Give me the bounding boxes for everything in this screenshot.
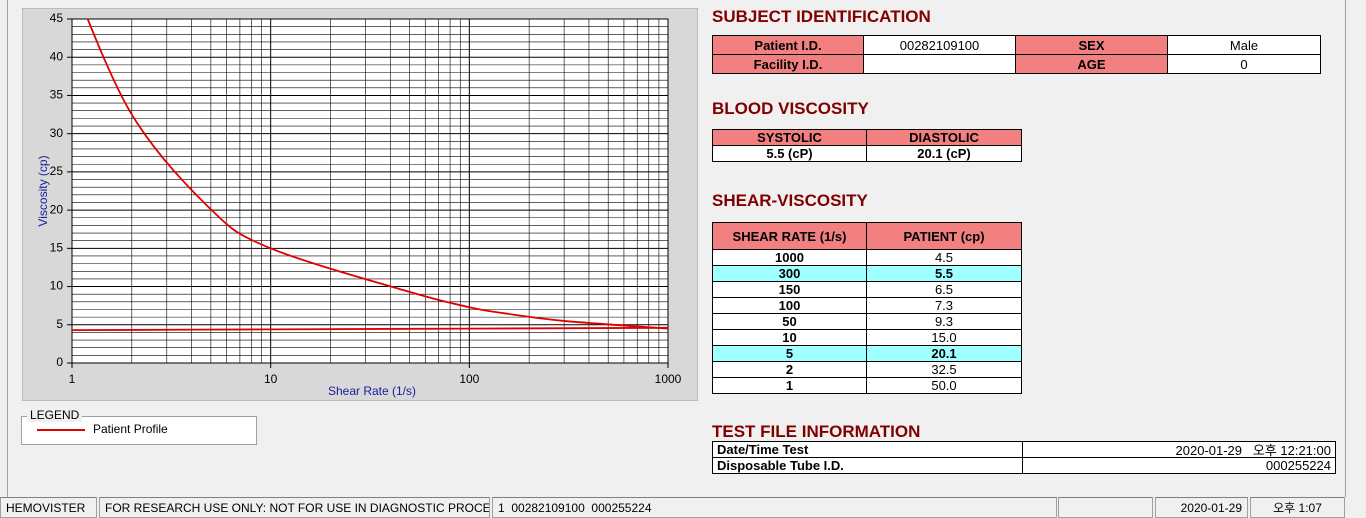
section-title: BLOOD VISCOSITY <box>712 99 869 118</box>
table-cell: 5.5 <box>866 265 1022 282</box>
table-cell: 5 <box>712 345 867 362</box>
y-tick-label: 20 <box>50 202 64 216</box>
field-value: 000255224 <box>1022 457 1336 474</box>
legend-title: LEGEND <box>27 408 83 422</box>
field-value: 00282109100 <box>863 35 1016 55</box>
x-tick-label: 1 <box>69 372 76 386</box>
grid <box>71 18 669 364</box>
section-title: SUBJECT IDENTIFICATION <box>712 7 931 26</box>
table-cell: 20.1 <box>866 345 1022 362</box>
data-line <box>72 326 668 332</box>
column-header: DIASTOLIC <box>866 129 1022 146</box>
y-tick-label: 0 <box>56 355 63 369</box>
chart: Shear Rate (1/s) Viscosity (cp) 0 5 10 15 20… <box>22 8 698 401</box>
field-label: Disposable Tube I.D. <box>712 457 1023 474</box>
table-cell: 50 <box>712 313 867 330</box>
legend-label: Patient Profile <box>93 422 168 436</box>
field-value: 2020-01-29 오후 12:21:00 <box>1022 441 1336 458</box>
status-segment: 오후 1:07 <box>1250 497 1345 518</box>
field-value: 0 <box>1167 54 1321 74</box>
table-cell: 300 <box>712 265 867 282</box>
x-tick-label: 10 <box>264 372 278 386</box>
table-cell: 1 <box>712 377 867 394</box>
table-cell: 7.3 <box>866 297 1022 314</box>
table-cell: 6.5 <box>866 281 1022 298</box>
table-cell: 1000 <box>712 249 867 266</box>
y-tick-label: 45 <box>50 11 64 25</box>
window-edge <box>0 0 8 497</box>
y-tick-label: 30 <box>50 126 64 140</box>
field-label: Patient I.D. <box>712 35 864 55</box>
column-header: SYSTOLIC <box>712 129 867 146</box>
y-tick-label: 15 <box>50 241 64 255</box>
section-title: SHEAR-VISCOSITY <box>712 191 868 210</box>
table-cell: 32.5 <box>866 361 1022 378</box>
status-segment: HEMOVISTER <box>0 497 97 518</box>
table-cell: 9.3 <box>866 313 1022 330</box>
table-cell: 150 <box>712 281 867 298</box>
column-header: SHEAR RATE (1/s) <box>712 222 867 250</box>
section-title: TEST FILE INFORMATION <box>712 422 921 441</box>
status-segment: 2020-01-29 <box>1155 497 1248 518</box>
x-axis-title: Shear Rate (1/s) <box>328 384 416 398</box>
y-tick-label: 35 <box>50 88 64 102</box>
plot-area <box>72 19 668 363</box>
x-tick-label: 1000 <box>655 372 682 386</box>
data-line <box>86 19 668 330</box>
y-tick-label: 40 <box>50 49 64 63</box>
column-header: PATIENT (cp) <box>866 222 1022 250</box>
y-axis-title: Viscosity (cp) <box>36 155 50 226</box>
table-cell: 50.0 <box>866 377 1022 394</box>
status-segment <box>1058 497 1153 518</box>
y-tick-label: 25 <box>50 164 64 178</box>
y-tick-label: 10 <box>50 279 64 293</box>
plot-border <box>71 18 669 364</box>
window-edge <box>1345 0 1366 497</box>
field-value <box>863 54 1016 74</box>
field-label: SEX <box>1015 35 1168 55</box>
status-segment: FOR RESEARCH USE ONLY: NOT FOR USE IN DI… <box>99 497 490 518</box>
legend-items: Patient Profile <box>37 422 168 436</box>
table-cell: 10 <box>712 329 867 346</box>
table-cell: 4.5 <box>866 249 1022 266</box>
value-cell: 20.1 (cP) <box>866 145 1022 162</box>
x-tick-label: 100 <box>459 372 479 386</box>
table-cell: 2 <box>712 361 867 378</box>
field-value: Male <box>1167 35 1321 55</box>
field-label: Date/Time Test <box>712 441 1023 458</box>
field-label: Facility I.D. <box>712 54 864 74</box>
table-cell: 15.0 <box>866 329 1022 346</box>
value-cell: 5.5 (cP) <box>712 145 867 162</box>
field-label: AGE <box>1015 54 1168 74</box>
y-tick-label: 5 <box>56 317 63 331</box>
table-cell: 100 <box>712 297 867 314</box>
status-segment: 1 00282109100 000255224 <box>492 497 1057 518</box>
